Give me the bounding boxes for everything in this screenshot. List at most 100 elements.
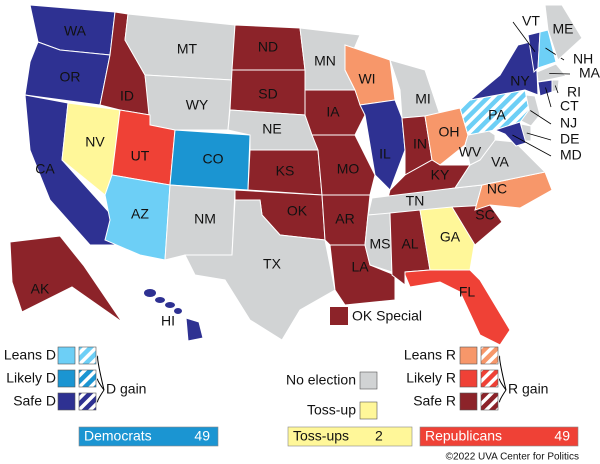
legend-gain-swatch: [480, 346, 499, 365]
legend-bracket: [97, 378, 105, 391]
state-label: MI: [415, 91, 431, 107]
state: [544, 4, 583, 61]
state-label: AL: [401, 236, 418, 252]
hawaii-island: [144, 289, 156, 297]
state: [184, 199, 336, 341]
leader-line: [549, 73, 571, 75]
legend-label: Likely D: [6, 370, 56, 386]
state-label: NH: [573, 51, 593, 67]
state-label: PA: [488, 107, 506, 123]
state-label: HI: [161, 313, 175, 329]
legend-label: Leans R: [404, 347, 456, 363]
total-label: Democrats: [84, 428, 152, 444]
legend-gain-label: R gain: [508, 381, 548, 397]
state-label: CO: [203, 151, 224, 167]
total-value: 49: [554, 428, 570, 444]
legend-gain-swatch: [78, 346, 97, 365]
state-label: OK: [287, 203, 308, 219]
total-label: Republicans: [425, 428, 502, 444]
state-label: DE: [560, 131, 579, 147]
state: [359, 99, 406, 191]
legend-bracket: [499, 378, 507, 391]
state-label: MO: [337, 161, 360, 177]
state-label: NY: [510, 73, 530, 89]
state-label: NC: [487, 181, 507, 197]
state-label: VA: [491, 154, 509, 170]
hawaii-island: [174, 308, 182, 314]
state-label: KY: [431, 167, 450, 183]
legend-bracket: [97, 355, 105, 391]
legend-label: Toss-up: [307, 402, 356, 418]
legend-gain-swatch: [480, 369, 499, 388]
leader-line: [512, 134, 552, 157]
state: [493, 121, 527, 147]
state-label: WV: [459, 144, 482, 160]
credit: ©2022 UVA Center for Politics: [446, 452, 579, 463]
legend-swatch: [57, 369, 76, 388]
state-label: MT: [177, 41, 198, 57]
legend-swatch: [459, 346, 478, 365]
state-label: FL: [459, 284, 476, 300]
state-label: MS: [370, 236, 391, 252]
legend-label: No election: [286, 372, 356, 388]
state-label: NE: [262, 121, 281, 137]
state-label: KS: [276, 163, 295, 179]
us-map: WA OR CA NV ID MT WY UT CO AZ NM ND SD NE KS OK TX MN IA MO…: [9, 4, 600, 346]
total-bar: [419, 426, 579, 447]
state-label: GA: [440, 229, 461, 245]
state-label: NJ: [560, 115, 577, 131]
state-label: ME: [553, 21, 574, 37]
total-label: Toss-ups: [293, 428, 349, 444]
total-bar: [78, 426, 219, 447]
legend-swatch: [459, 392, 478, 411]
special-label: OK Special: [352, 308, 422, 324]
state-label: AR: [335, 211, 354, 227]
legend-bracket: [97, 389, 105, 403]
state-label: LA: [351, 259, 369, 275]
legend-bracket: [499, 355, 507, 391]
legend-swatch: [459, 369, 478, 388]
special-swatch: [330, 307, 348, 325]
legend: Leans D Likely D Safe D D gain No election To…: [4, 346, 579, 447]
state-label: IA: [326, 104, 340, 120]
state-label: VT: [522, 13, 540, 29]
state-label: UT: [131, 148, 150, 164]
state-label: OR: [60, 69, 81, 85]
hawaii-island: [155, 297, 165, 303]
state-label: TX: [263, 256, 282, 272]
legend-gain-swatch: [78, 369, 97, 388]
state-label: SC: [475, 207, 494, 223]
legend-gain-label: D gain: [106, 381, 146, 397]
leader-line: [545, 87, 552, 108]
legend-swatch: [57, 392, 76, 411]
legend-swatch: [359, 401, 378, 420]
legend-label: Likely R: [406, 370, 456, 386]
state-label: ND: [258, 39, 278, 55]
legend-label: Safe D: [13, 393, 56, 409]
leader-line: [512, 21, 536, 52]
state-label: NM: [194, 211, 216, 227]
state-label: CA: [35, 161, 55, 177]
state-label: MA: [579, 65, 600, 81]
total-bar: [287, 426, 413, 447]
state-label: NV: [85, 134, 105, 150]
state: [364, 212, 393, 273]
legend-swatch: [57, 346, 76, 365]
state-label: TN: [406, 193, 425, 209]
legend-gain-swatch: [480, 392, 499, 411]
legend-gain-swatch: [78, 392, 97, 411]
legend-swatch: [359, 371, 378, 390]
state: [404, 269, 511, 346]
state-label: AZ: [131, 206, 149, 222]
leader-line: [554, 85, 559, 94]
total-value: 49: [194, 428, 210, 444]
state-label: IN: [413, 136, 427, 152]
state: [536, 63, 567, 83]
state-label: RI: [567, 84, 581, 100]
state-label: WI: [358, 71, 375, 87]
state-label: WA: [64, 23, 87, 39]
leader-line: [526, 132, 552, 141]
state-label: ID: [120, 88, 134, 104]
state-label: CT: [560, 98, 579, 114]
